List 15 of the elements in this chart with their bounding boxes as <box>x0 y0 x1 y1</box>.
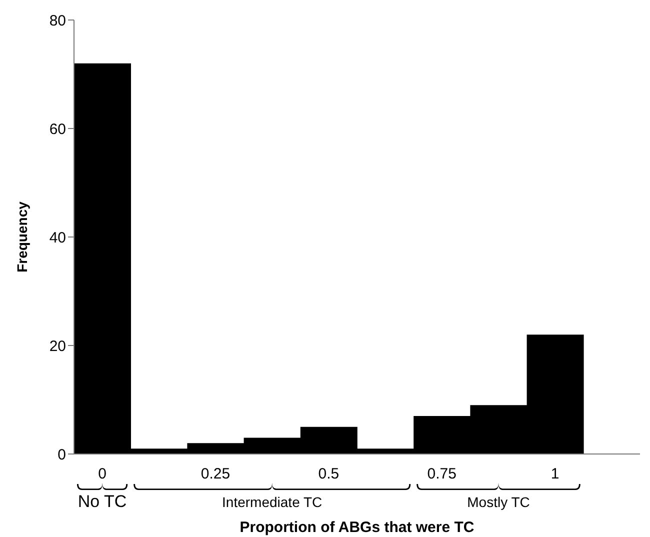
y-tick-label: 0 <box>58 446 66 464</box>
x-tick-label: 1 <box>550 466 560 483</box>
x-tick-label: 0.5 <box>318 466 340 483</box>
y-tick-label: 80 <box>49 12 66 30</box>
y-tick-label: 40 <box>49 229 66 246</box>
y-tick-label: 20 <box>49 338 66 355</box>
y-axis-title: Frequency <box>14 201 30 272</box>
x-tick-label: 0.25 <box>200 466 230 483</box>
x-axis-title: Proportion of ABGs that were TC <box>240 519 474 536</box>
y-tick-label: 60 <box>49 120 66 138</box>
x-tick-label: 0.75 <box>427 466 456 483</box>
text: Mostly TC <box>467 494 530 510</box>
x-tick-label: 0 <box>98 466 106 483</box>
text: Intermediate TC <box>222 494 322 510</box>
text: No TC <box>78 492 127 511</box>
